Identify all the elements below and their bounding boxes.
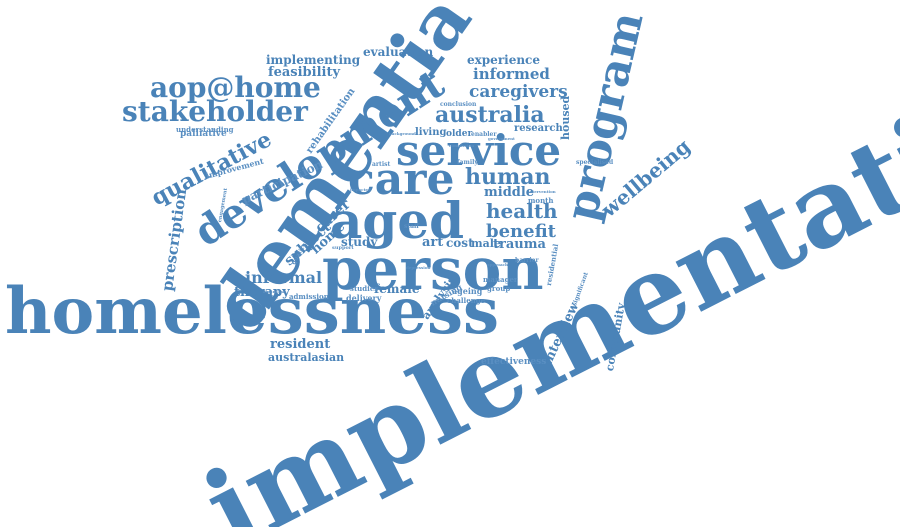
word-support: support [332,245,354,251]
word-manager: manager [483,275,518,284]
word-studies: studies [350,284,379,293]
word-resident: resident [270,337,331,352]
word-family: family [457,159,478,166]
word-admission: admission [289,292,329,301]
word-barrier: barrier [515,257,539,264]
word-depression: depression [406,265,431,270]
word-australia: australia [435,102,545,128]
word-artist: artist [372,161,391,168]
word-effectiveness: effectiveness [481,357,547,367]
word-intervention: intervention [528,189,556,194]
word-care: care [348,154,455,205]
word-homelessness: homelessness [5,274,500,349]
word-informed: informed [473,65,550,83]
word-conclusion: conclusion [440,101,477,108]
word-enabler: enabler [471,131,497,138]
word-ageing: ageing [452,286,483,296]
word-evaluation: evaluation [363,45,434,59]
word-australasian: australasian [268,351,345,364]
word-delivery: delivery [346,293,382,303]
word-specialised: specialised [576,159,614,166]
word-benefit: benefit [486,221,556,242]
word-person: person [322,235,544,303]
word-service: service [396,126,562,175]
word-completion: completion [449,143,475,148]
word-older: older [446,129,473,139]
word-human: human [465,164,551,190]
word-study: study [341,235,378,249]
word-group: group [487,284,511,293]
word-implementing: implementing [266,53,361,67]
word-informal: informal [245,268,323,287]
word-stakeholder: stakeholder [122,95,308,128]
word-therapy: therapy [234,285,290,300]
word-cost: cost [446,236,474,250]
word-health: health [486,199,558,223]
word-research: research [514,123,563,134]
word-palliative: palliative [180,129,227,139]
word-male: male [471,237,501,250]
word-caregivers: caregivers [469,82,568,102]
word-art: art [422,235,444,250]
word-experience: experience [467,53,540,67]
word-impacted: impacted [350,187,371,192]
word-government: government [488,136,515,141]
word-staff: staff [404,223,419,230]
word-trauma: trauma [493,237,546,252]
word-female: female [374,282,420,296]
word-aged: aged [330,191,465,250]
word-housed: housed [559,95,572,140]
word-aop-home: aop@home [150,71,321,104]
word-living: living [415,127,447,138]
word-challenge: challenge [447,296,486,305]
word-feasibility: feasibility [268,65,341,80]
word-month: month [528,196,554,205]
word-background: background [389,131,416,136]
word-approach: approach [487,262,508,267]
word-understanding: understanding [176,125,234,134]
word-australian: australian [263,289,286,294]
word-middle: middle [484,185,535,200]
